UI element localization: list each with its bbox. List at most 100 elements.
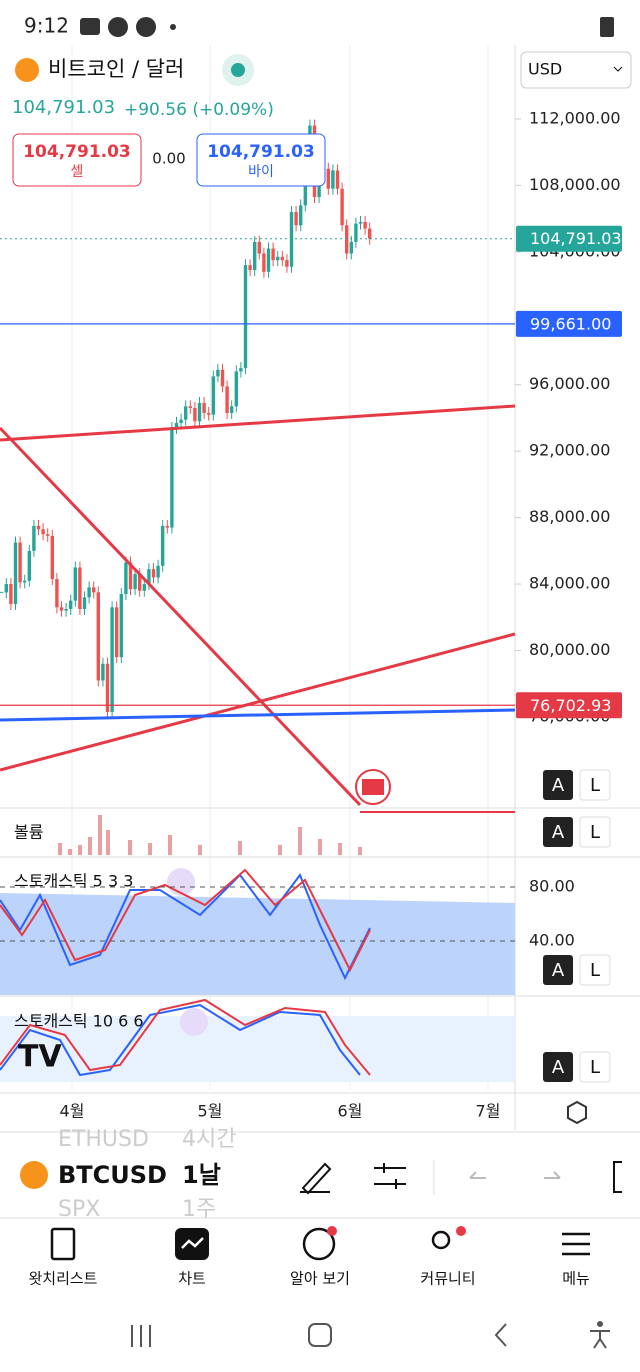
candle	[0, 591, 4, 593]
candle	[202, 402, 206, 413]
candle	[23, 580, 27, 583]
sys-home[interactable]	[308, 1323, 332, 1347]
auto-button-label: A	[552, 822, 565, 843]
auto-button[interactable]	[543, 770, 573, 800]
candle	[36, 525, 41, 530]
candle	[142, 584, 146, 591]
dropdown-arrow	[613, 66, 623, 72]
x-tick-label: 6월	[338, 1102, 363, 1121]
candle	[170, 427, 174, 528]
candle	[285, 260, 289, 267]
candle	[9, 584, 13, 604]
symbol-picker[interactable]: BTCUSD	[58, 1161, 167, 1189]
candle	[289, 211, 294, 267]
symbol: 비트코인 / 달러	[48, 57, 184, 81]
log-button[interactable]	[579, 1051, 611, 1083]
auto-button[interactable]	[543, 1052, 573, 1082]
candle	[294, 211, 298, 226]
price-tag	[516, 310, 622, 337]
coin-icon	[15, 58, 39, 82]
y-tick-label: 80,000.00	[529, 640, 610, 659]
nav-icon[interactable]	[302, 1227, 336, 1261]
stoch2-d	[0, 998, 371, 1076]
stoch2-label: 스토캐스틱 10 6 6	[14, 1012, 144, 1031]
candle	[161, 525, 165, 566]
log-button-label: L	[590, 1057, 600, 1078]
log-button-label: L	[590, 960, 600, 981]
nav-label: 차트	[178, 1270, 206, 1288]
candle	[119, 594, 123, 658]
y-tick-label: 108,000.00	[529, 175, 621, 194]
sys-recent[interactable]	[131, 1325, 151, 1347]
price-tag-label: 104,791.03	[530, 229, 622, 248]
candle	[32, 525, 36, 551]
indicator-tool[interactable]	[374, 1163, 406, 1189]
candle	[197, 402, 202, 422]
buy-button[interactable]	[196, 133, 326, 187]
sys-back[interactable]	[494, 1323, 507, 1347]
nav-icon	[181, 1237, 204, 1249]
x-tick-label: 4월	[60, 1102, 85, 1121]
candle	[207, 412, 211, 415]
undo[interactable]	[469, 1171, 486, 1179]
sys-accessibility[interactable]	[597, 1321, 603, 1327]
candle	[124, 562, 128, 595]
y-tick-label: 92,000.00	[529, 441, 610, 460]
auto-button[interactable]	[543, 817, 573, 847]
candle	[225, 386, 229, 413]
interval-picker[interactable]: 1날	[182, 1161, 221, 1189]
candle	[299, 205, 303, 226]
sell-button[interactable]	[12, 133, 142, 187]
status-time: 9:12	[24, 14, 69, 38]
badge	[327, 1226, 337, 1236]
y-tick-label: 88,000.00	[529, 507, 610, 526]
candle	[13, 542, 18, 604]
log-button[interactable]	[579, 816, 611, 848]
candle	[69, 600, 73, 609]
x-tick-label: 5월	[198, 1102, 223, 1121]
candle	[105, 663, 110, 712]
currency-select[interactable]	[520, 51, 632, 89]
log-button[interactable]	[579, 954, 611, 986]
price-tag-label: 76,702.93	[530, 696, 611, 715]
y-tick-label: 96,000.00	[529, 374, 610, 393]
candle	[128, 562, 133, 590]
fullscreen[interactable]	[613, 1161, 622, 1193]
stoch1-k	[0, 872, 371, 981]
symbol-option: ETHUSD	[58, 1127, 149, 1152]
candle	[262, 253, 266, 272]
candle	[64, 608, 68, 611]
settings-button[interactable]	[567, 1100, 587, 1125]
volume-bars	[58, 815, 362, 855]
stoch-toggle[interactable]	[167, 868, 195, 896]
candle	[73, 567, 77, 601]
candle	[276, 256, 280, 261]
stoch1-d	[0, 868, 371, 973]
y-tick-label: 80.00	[529, 877, 575, 896]
candle	[193, 407, 197, 422]
volume-label: 볼륨	[14, 823, 43, 842]
nav-label: 알아 보기	[290, 1270, 350, 1288]
candle	[41, 529, 45, 535]
badge	[456, 1226, 466, 1236]
log-button[interactable]	[579, 769, 611, 801]
status-icon	[136, 17, 156, 37]
candle	[115, 607, 119, 658]
auto-button[interactable]	[543, 955, 573, 985]
draw-tool[interactable]	[300, 1162, 332, 1195]
stoch-band	[0, 1016, 515, 1082]
stoch-toggle[interactable]	[180, 1008, 208, 1036]
redo[interactable]	[544, 1171, 561, 1179]
stoch2-k	[0, 1003, 361, 1077]
y-tick-label: 112,000.00	[529, 108, 621, 127]
candle	[82, 597, 87, 609]
candle	[59, 607, 64, 611]
price: 104,791.03	[12, 97, 115, 118]
nav-icon[interactable]	[431, 1230, 451, 1250]
event-flag	[362, 779, 384, 795]
candle	[179, 419, 183, 423]
nav-icon[interactable]	[50, 1227, 76, 1261]
candle	[234, 371, 238, 407]
nav-icon[interactable]	[562, 1232, 590, 1256]
candle	[110, 607, 114, 712]
